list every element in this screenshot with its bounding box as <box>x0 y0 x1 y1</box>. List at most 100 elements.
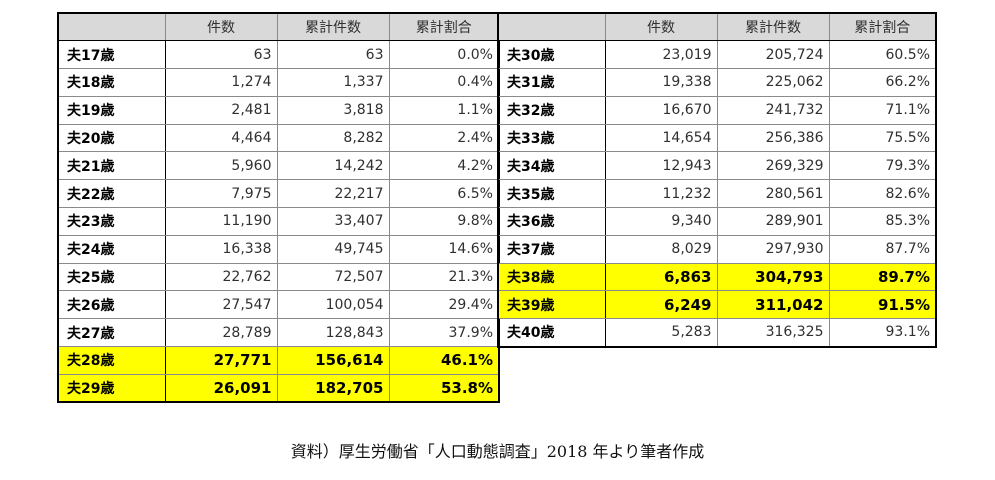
cumulative-ratio-cell: 2.4% <box>388 123 500 153</box>
table-row: 夫20歳 4,464 8,282 2.4% <box>57 123 500 153</box>
count-cell: 5,960 <box>164 151 278 181</box>
cumulative-ratio-cell: 9.8% <box>388 207 500 236</box>
table-row: 夫38歳 6,863 304,793 89.7% <box>497 262 937 292</box>
age-cell: 夫28歳 <box>57 346 166 375</box>
age-cell: 夫18歳 <box>57 68 166 97</box>
table-row: 夫18歳 1,274 1,337 0.4% <box>57 68 500 97</box>
cumulative-ratio-cell: 91.5% <box>828 290 937 320</box>
count-cell: 9,340 <box>604 207 718 236</box>
cumulative-count-cell: 49,745 <box>276 234 390 264</box>
count-cell: 23,019 <box>604 40 718 70</box>
count-cell: 28,789 <box>164 318 278 348</box>
header-row: 件数 累計件数 累計割合 <box>57 12 500 42</box>
table-row: 夫19歳 2,481 3,818 1.1% <box>57 95 500 125</box>
table-row: 夫34歳 12,943 269,329 79.3% <box>497 151 937 181</box>
cumulative-ratio-cell: 87.7% <box>828 234 937 264</box>
count-cell: 4,464 <box>164 123 278 153</box>
count-cell: 2,481 <box>164 95 278 125</box>
table-row: 夫23歳 11,190 33,407 9.8% <box>57 207 500 236</box>
cumulative-count-cell: 316,325 <box>716 318 830 348</box>
header-corner <box>497 12 606 42</box>
cumulative-ratio-cell: 0.4% <box>388 68 500 97</box>
count-cell: 11,190 <box>164 207 278 236</box>
cumulative-ratio-cell: 53.8% <box>388 373 500 403</box>
header-cumulative-ratio: 累計割合 <box>388 12 500 42</box>
cumulative-count-cell: 8,282 <box>276 123 390 153</box>
table-row: 夫40歳 5,283 316,325 93.1% <box>497 318 937 348</box>
age-cell: 夫36歳 <box>497 207 606 236</box>
count-cell: 11,232 <box>604 179 718 209</box>
cumulative-count-cell: 241,732 <box>716 95 830 125</box>
age-cell: 夫31歳 <box>497 68 606 97</box>
count-cell: 16,670 <box>604 95 718 125</box>
cumulative-ratio-cell: 66.2% <box>828 68 937 97</box>
header-cumulative-count: 累計件数 <box>716 12 830 42</box>
age-cell: 夫30歳 <box>497 40 606 70</box>
age-cell: 夫38歳 <box>497 262 606 292</box>
cumulative-count-cell: 289,901 <box>716 207 830 236</box>
age-cell: 夫34歳 <box>497 151 606 181</box>
source-caption: 資料）厚生労働省「人口動態調査」2018 年より筆者作成 <box>290 442 705 461</box>
table-row: 夫39歳 6,249 311,042 91.5% <box>497 290 937 320</box>
cumulative-count-cell: 297,930 <box>716 234 830 264</box>
age-cell: 夫35歳 <box>497 179 606 209</box>
count-cell: 22,762 <box>164 262 278 292</box>
cumulative-count-cell: 22,217 <box>276 179 390 209</box>
count-cell: 1,274 <box>164 68 278 97</box>
table-row: 夫24歳 16,338 49,745 14.6% <box>57 234 500 264</box>
age-cell: 夫22歳 <box>57 179 166 209</box>
table-row: 夫36歳 9,340 289,901 85.3% <box>497 207 937 236</box>
age-cell: 夫20歳 <box>57 123 166 153</box>
cumulative-ratio-cell: 75.5% <box>828 123 937 153</box>
cumulative-count-cell: 33,407 <box>276 207 390 236</box>
age-cell: 夫24歳 <box>57 234 166 264</box>
cumulative-ratio-cell: 46.1% <box>388 346 500 375</box>
cumulative-count-cell: 63 <box>276 40 390 70</box>
age-cell: 夫21歳 <box>57 151 166 181</box>
cumulative-ratio-cell: 60.5% <box>828 40 937 70</box>
cumulative-count-cell: 3,818 <box>276 95 390 125</box>
cumulative-count-cell: 269,329 <box>716 151 830 181</box>
age-cell: 夫17歳 <box>57 40 166 70</box>
cumulative-count-cell: 182,705 <box>276 373 390 403</box>
age-cell: 夫37歳 <box>497 234 606 264</box>
count-cell: 27,771 <box>164 346 278 375</box>
age-cell: 夫39歳 <box>497 290 606 320</box>
cumulative-count-cell: 14,242 <box>276 151 390 181</box>
cumulative-count-cell: 100,054 <box>276 290 390 320</box>
cumulative-ratio-cell: 1.1% <box>388 95 500 125</box>
age-cell: 夫19歳 <box>57 95 166 125</box>
cumulative-count-cell: 205,724 <box>716 40 830 70</box>
count-cell: 26,091 <box>164 373 278 403</box>
cumulative-count-cell: 72,507 <box>276 262 390 292</box>
cumulative-count-cell: 311,042 <box>716 290 830 320</box>
header-count: 件数 <box>164 12 278 42</box>
table-row: 夫31歳 19,338 225,062 66.2% <box>497 68 937 97</box>
table-row: 夫32歳 16,670 241,732 71.1% <box>497 95 937 125</box>
cumulative-count-cell: 128,843 <box>276 318 390 348</box>
table-row: 夫26歳 27,547 100,054 29.4% <box>57 290 500 320</box>
count-cell: 16,338 <box>164 234 278 264</box>
cumulative-ratio-cell: 79.3% <box>828 151 937 181</box>
cumulative-count-cell: 280,561 <box>716 179 830 209</box>
cumulative-ratio-cell: 6.5% <box>388 179 500 209</box>
age-cell: 夫33歳 <box>497 123 606 153</box>
table-row: 夫22歳 7,975 22,217 6.5% <box>57 179 500 209</box>
table-row: 夫37歳 8,029 297,930 87.7% <box>497 234 937 264</box>
cumulative-ratio-cell: 93.1% <box>828 318 937 348</box>
cumulative-ratio-cell: 85.3% <box>828 207 937 236</box>
age-cell: 夫26歳 <box>57 290 166 320</box>
cumulative-count-cell: 256,386 <box>716 123 830 153</box>
cumulative-count-cell: 225,062 <box>716 68 830 97</box>
header-cumulative-ratio: 累計割合 <box>828 12 937 42</box>
header-row: 件数 累計件数 累計割合 <box>497 12 937 42</box>
cumulative-ratio-cell: 4.2% <box>388 151 500 181</box>
cumulative-count-cell: 304,793 <box>716 262 830 292</box>
table-row: 夫35歳 11,232 280,561 82.6% <box>497 179 937 209</box>
age-cell: 夫27歳 <box>57 318 166 348</box>
count-cell: 5,283 <box>604 318 718 348</box>
cumulative-ratio-cell: 21.3% <box>388 262 500 292</box>
age-cell: 夫40歳 <box>497 318 606 348</box>
cumulative-count-cell: 156,614 <box>276 346 390 375</box>
table-row: 夫25歳 22,762 72,507 21.3% <box>57 262 500 292</box>
